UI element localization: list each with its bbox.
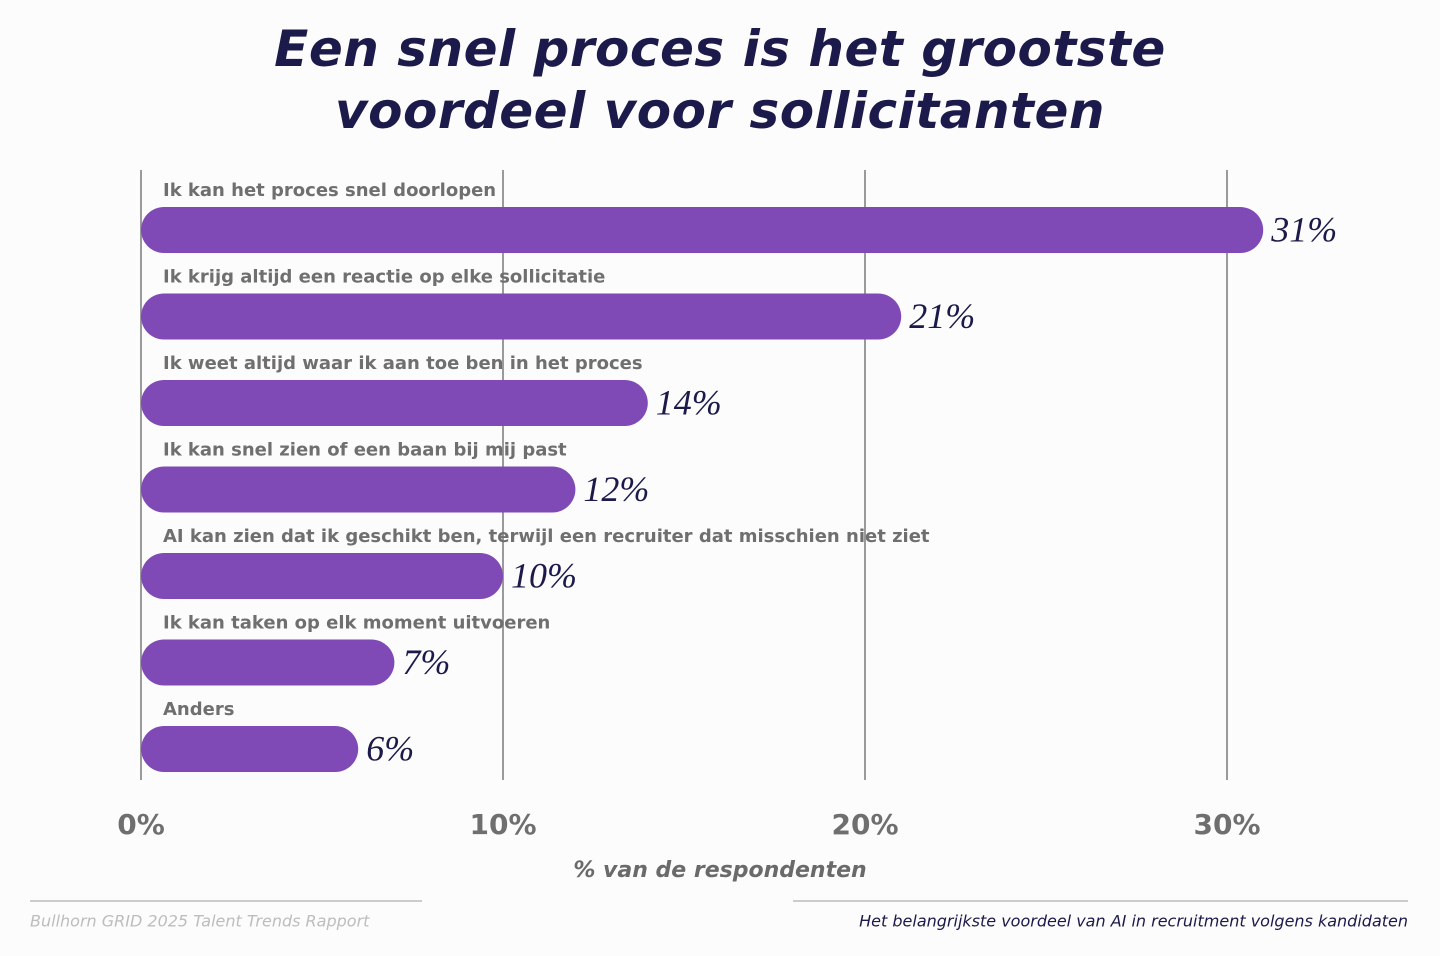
value-label: 31% [1270, 209, 1337, 249]
bar [141, 207, 1264, 253]
bar [141, 293, 902, 340]
category-label: Ik kan het proces snel doorlopen [163, 180, 496, 201]
value-label: 12% [583, 469, 649, 509]
value-label: 14% [656, 382, 722, 422]
category-label: Ik weet altijd waar ik aan toe ben in he… [163, 353, 643, 374]
chart-title: Een snel proces is het grootste voordeel… [274, 20, 1166, 140]
source: Bullhorn GRID 2025 Talent Trends Rapport [30, 912, 370, 931]
x-tick-label: 20% [831, 808, 898, 841]
value-label: 21% [909, 296, 975, 336]
bar [141, 466, 576, 513]
value-label: 6% [366, 728, 414, 768]
bar [141, 639, 395, 686]
category-label: Ik kan snel zien of een baan bij mij pas… [163, 440, 567, 461]
x-tick-label: 30% [1193, 808, 1260, 841]
bar [141, 553, 503, 599]
category-label: Anders [163, 699, 234, 720]
note: Het belangrijkste voordeel van AI in rec… [859, 912, 1408, 931]
x-axis-label: % van de respondenten [573, 858, 866, 883]
value-label: 10% [511, 555, 577, 595]
value-label: 7% [402, 642, 450, 682]
bar [141, 380, 648, 426]
category-label: Ik kan taken op elk moment uitvoeren [163, 613, 550, 634]
category-label: Ik krijg altijd een reactie op elke soll… [163, 267, 605, 288]
x-tick-label: 0% [117, 808, 165, 841]
bar [141, 726, 359, 772]
category-label: AI kan zien dat ik geschikt ben, terwijl… [163, 526, 930, 547]
x-tick-label: 10% [469, 808, 536, 841]
